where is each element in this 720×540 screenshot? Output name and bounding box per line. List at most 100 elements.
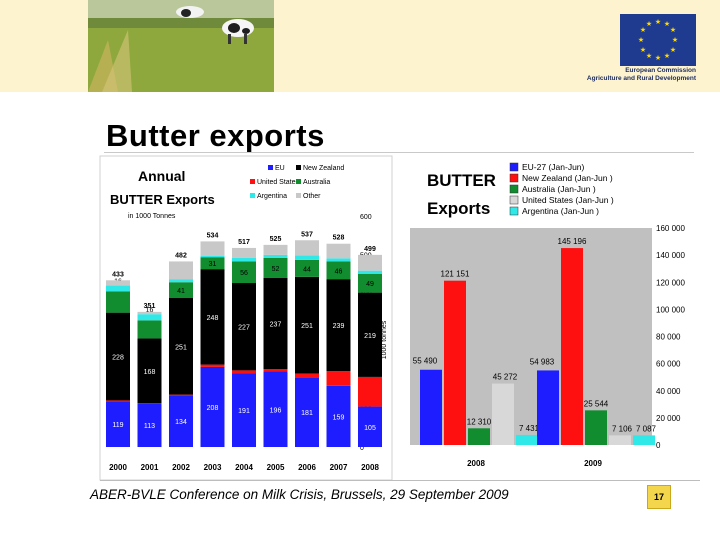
chart1-bar-segment bbox=[169, 395, 193, 447]
chart1-bar-segment bbox=[326, 279, 351, 372]
cows-photo-graphic bbox=[88, 0, 274, 92]
chart2-data-label: 55 490 bbox=[413, 357, 438, 366]
chart1-xtick-label: 2008 bbox=[361, 463, 379, 472]
chart1-bar-segment bbox=[106, 285, 130, 292]
chart1-bar-segment bbox=[106, 401, 130, 447]
chart1-bar-segment bbox=[295, 255, 319, 260]
chart1-legend-label: United States bbox=[257, 179, 300, 186]
chart1-data-label: 41 bbox=[177, 288, 185, 295]
chart2-ytick-label: 120 000 bbox=[656, 278, 685, 287]
chart1-bar-segment bbox=[106, 280, 130, 286]
chart2-title-line1: BUTTER bbox=[427, 171, 496, 190]
chart1-bar-segment bbox=[200, 257, 225, 270]
chart1-xtick-label: 2004 bbox=[235, 463, 253, 472]
chart1-legend-swatch bbox=[250, 193, 255, 198]
chart1-data-label: 251 bbox=[175, 344, 187, 351]
chart2-data-label: 25 544 bbox=[584, 399, 609, 408]
eu-logo-text: European Commission Agriculture and Rura… bbox=[580, 67, 696, 83]
chart1-bar-segment bbox=[200, 255, 225, 258]
chart2-ytick-label: 140 000 bbox=[656, 251, 685, 260]
chart1-bar-segment bbox=[295, 240, 319, 256]
slide-number: 17 bbox=[647, 485, 671, 509]
chart1-total-label: 482 bbox=[175, 252, 187, 259]
chart2-bar bbox=[537, 370, 559, 445]
chart1-total-label: 433 bbox=[112, 271, 124, 278]
chart2-data-label: 7 431 bbox=[519, 424, 540, 433]
chart1-data-label: 44 bbox=[303, 266, 311, 273]
chart1-bar-segment bbox=[200, 364, 225, 367]
chart2-ytick-label: 60 000 bbox=[656, 360, 681, 369]
eu-stars-icon: ★ ★★ ★★★ ★★★ ★★★ bbox=[638, 18, 678, 62]
chart1-bar-segment bbox=[326, 385, 351, 447]
svg-text:★: ★ bbox=[640, 26, 646, 34]
chart1-data-label: 251 bbox=[301, 323, 313, 330]
chart1-data-label: 219 bbox=[364, 333, 376, 340]
chart2-bar bbox=[420, 369, 442, 445]
chart2-ytick-label: 40 000 bbox=[656, 387, 681, 396]
chart1-bar-segment bbox=[263, 244, 288, 255]
chart1-ytick-label: 0 bbox=[360, 445, 364, 452]
chart1-data-label: 228 bbox=[112, 355, 124, 362]
svg-text:★: ★ bbox=[638, 36, 644, 44]
chart1-data-label: 16 bbox=[146, 307, 154, 314]
chart1-xtick-label: 2001 bbox=[141, 463, 159, 472]
svg-text:★: ★ bbox=[672, 36, 678, 44]
chart1-total-label: 517 bbox=[238, 239, 250, 246]
chart1-bar-segment bbox=[326, 258, 351, 262]
chart2-data-label: 12 310 bbox=[467, 417, 492, 426]
chart1-xtick-label: 2006 bbox=[298, 463, 316, 472]
chart1-bar-segment bbox=[169, 261, 193, 280]
chart1-bar-segment bbox=[169, 298, 193, 395]
chart1-bar-segment bbox=[232, 247, 256, 258]
svg-text:★: ★ bbox=[655, 54, 661, 62]
svg-text:★: ★ bbox=[655, 18, 661, 26]
chart1-data-label: 181 bbox=[301, 410, 313, 417]
chart1-bar-segment bbox=[232, 261, 256, 283]
chart2-title-line2: Exports bbox=[427, 199, 490, 218]
page-title: Butter exports bbox=[106, 118, 325, 153]
chart1-data-label: 239 bbox=[333, 323, 345, 330]
chart2-bar bbox=[633, 435, 655, 445]
chart1-title-line2: BUTTER Exports bbox=[110, 192, 215, 207]
chart2-bar bbox=[609, 435, 631, 445]
chart2-data-label: 121 151 bbox=[441, 270, 470, 279]
chart1-bar-segment bbox=[169, 279, 193, 283]
chart2-legend-swatch bbox=[509, 173, 519, 183]
chart1-bar-segment bbox=[358, 270, 382, 274]
chart1-total-label: 525 bbox=[270, 236, 282, 243]
chart1-bar-segment bbox=[295, 259, 319, 277]
chart1-bar-segment bbox=[106, 400, 130, 402]
chart1-data-label: 159 bbox=[333, 414, 345, 421]
chart1-bar-segment bbox=[137, 314, 162, 321]
chart1-total-label: 537 bbox=[301, 231, 313, 238]
chart2-legend-swatch bbox=[509, 195, 519, 205]
title-divider bbox=[104, 152, 694, 153]
chart1-bar-segment bbox=[106, 312, 130, 401]
chart1-ylabel: 1000 tonnes bbox=[381, 320, 388, 359]
chart1-total-label: 528 bbox=[333, 235, 345, 242]
chart1-data-label: 196 bbox=[270, 407, 282, 414]
chart1-legend-label: Argentina bbox=[257, 193, 287, 200]
chart2-data-label: 54 983 bbox=[530, 357, 555, 366]
chart1-legend-swatch bbox=[250, 179, 255, 184]
cows-photo bbox=[88, 0, 274, 92]
footer-text: ABER-BVLE Conference on Milk Crisis, Bru… bbox=[90, 487, 509, 502]
chart1-bar-segment bbox=[358, 254, 382, 271]
chart1-legend-swatch bbox=[296, 179, 301, 184]
chart1-bar-segment bbox=[263, 257, 288, 278]
eu-logo-line-1: European Commission bbox=[625, 67, 696, 74]
chart2-xtick-label: 2009 bbox=[584, 459, 602, 468]
chart1-data-label: 31 bbox=[209, 261, 217, 268]
eu-logo-line-2: Agriculture and Rural Development bbox=[586, 75, 696, 82]
chart1-legend-label: New Zealand bbox=[303, 165, 344, 172]
chart2-legend-label: EU-27 (Jan-Jun) bbox=[522, 162, 585, 172]
chart1-bar-segment bbox=[263, 371, 288, 447]
chart2-data-label: 7 106 bbox=[612, 424, 633, 433]
chart1-legend-swatch bbox=[296, 193, 301, 198]
chart1-bar-segment bbox=[295, 377, 319, 447]
chart1-bar-segment bbox=[358, 376, 382, 407]
chart1-data-label: 105 bbox=[364, 425, 376, 432]
chart1-title-line1: Annual bbox=[138, 168, 185, 184]
chart1-subtitle: in 1000 Tonnes bbox=[128, 213, 176, 220]
chart2-legend-swatch bbox=[509, 184, 519, 194]
